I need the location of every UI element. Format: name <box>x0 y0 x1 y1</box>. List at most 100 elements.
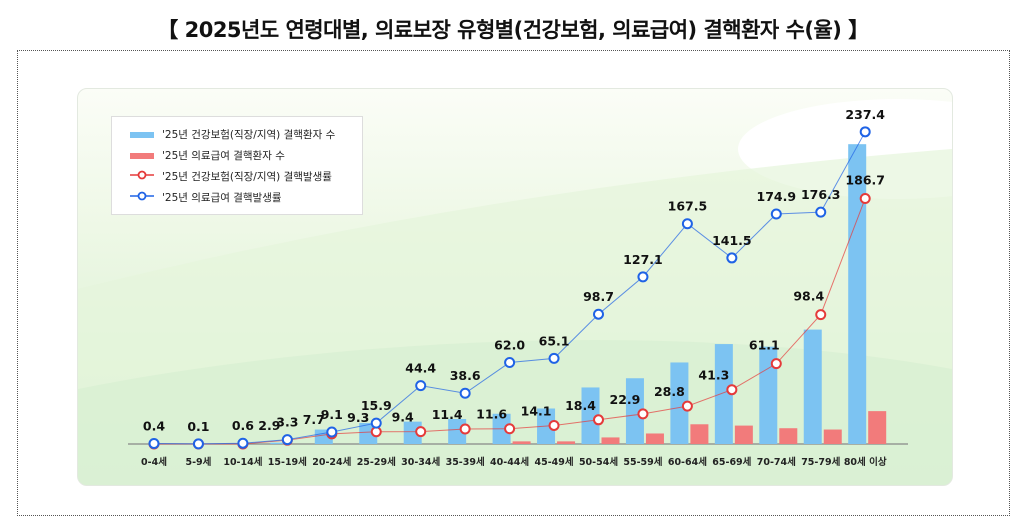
chart-frame <box>17 50 1010 516</box>
data-label: 41.3 <box>698 368 729 383</box>
bar-health-insurance <box>803 329 822 444</box>
data-label: 98.4 <box>793 289 824 304</box>
data-label: 11.6 <box>476 407 507 422</box>
data-label: 14.1 <box>521 403 552 418</box>
legend-item: '25년 의료급여 결핵발생률 <box>130 190 282 205</box>
data-point <box>459 423 471 435</box>
x-tick-label: 15-19세 <box>268 456 307 468</box>
data-point <box>815 206 827 218</box>
bar-medical-aid <box>645 433 664 444</box>
data-label: 18.4 <box>565 398 596 413</box>
legend: '25년 건강보험(직장/지역) 결핵환자 수 '25년 의료급여 결핵환자 수 '… <box>111 116 363 215</box>
data-label: 176.3 <box>801 187 841 202</box>
bar-health-insurance <box>670 362 689 444</box>
data-label: 28.8 <box>654 384 685 399</box>
data-point <box>726 252 738 264</box>
data-point <box>681 400 693 412</box>
chart: 0-4세 5-9세 10-14세 15-19세 20-24세 25-29세 30-34세 35… <box>78 99 952 485</box>
x-tick-label: 65-69세 <box>712 456 751 468</box>
data-point <box>370 426 382 438</box>
data-point <box>148 437 160 449</box>
page-title: 【 2025년도 연령대별, 의료보장 유형별(건강보험, 의료급여) 결핵환자… <box>157 18 869 42</box>
data-point <box>681 218 693 230</box>
legend-bar-swatch <box>130 131 154 138</box>
x-tick-label: 20-24세 <box>312 456 351 468</box>
x-tick-label: 35-39세 <box>446 456 485 468</box>
x-tick-label: 5-9세 <box>185 456 211 468</box>
bar-health-insurance <box>270 442 289 444</box>
x-tick-label: 55-59세 <box>623 456 662 468</box>
data-label: 2.9 <box>258 418 280 433</box>
data-label: 167.5 <box>668 199 708 214</box>
data-label: 9.3 <box>347 410 369 425</box>
data-label: 38.6 <box>450 368 481 383</box>
bar-medical-aid <box>690 424 709 444</box>
bar-medical-aid <box>868 411 887 444</box>
data-point <box>237 437 249 449</box>
hill-decoration <box>78 340 952 485</box>
x-tick-label: 25-29세 <box>357 456 396 468</box>
legend-label: '25년 의료급여 결핵발생률 <box>162 192 282 204</box>
legend-label: '25년 의료급여 결핵환자 수 <box>162 150 285 162</box>
data-label: 62.0 <box>494 337 525 352</box>
data-point <box>548 419 560 431</box>
x-tick-label: 60-64세 <box>668 456 707 468</box>
data-label: 98.7 <box>583 289 614 304</box>
legend-item: '25년 건강보험(직장/지역) 결핵환자 수 <box>130 127 335 142</box>
x-tick-label: 50-54세 <box>579 456 618 468</box>
x-tick-label: 70-74세 <box>757 456 796 468</box>
data-point <box>859 192 871 204</box>
data-label: 11.4 <box>432 407 463 422</box>
bar-health-insurance <box>714 344 733 444</box>
x-tick-label: 45-49세 <box>534 456 573 468</box>
bar-medical-aid <box>557 441 576 444</box>
data-point <box>415 380 427 392</box>
data-label: 7.7 <box>303 412 325 427</box>
x-tick-label: 0-4세 <box>141 456 167 468</box>
data-label: 237.4 <box>845 107 885 122</box>
data-point <box>326 426 338 438</box>
bar-medical-aid <box>512 441 531 444</box>
data-point <box>370 417 382 429</box>
data-label: 15.9 <box>361 398 392 413</box>
legend-item: '25년 의료급여 결핵환자 수 <box>130 148 285 163</box>
data-point <box>504 356 516 368</box>
data-point <box>726 384 738 396</box>
data-label: 0.4 <box>143 418 165 433</box>
x-tick-label: 75-79세 <box>801 456 840 468</box>
data-label: 61.1 <box>749 338 780 353</box>
x-tick-label: 10-14세 <box>223 456 262 468</box>
data-point <box>593 308 604 320</box>
x-tick-label: 80세 이상 <box>844 456 887 468</box>
data-point <box>415 426 427 438</box>
data-label: 65.1 <box>539 333 570 348</box>
bar-health-insurance <box>403 421 422 444</box>
data-point <box>859 126 871 138</box>
legend-line-swatch <box>130 191 154 204</box>
data-point <box>770 208 782 220</box>
data-label: 174.9 <box>757 189 797 204</box>
data-label: 0.6 <box>232 418 254 433</box>
data-label: 141.5 <box>712 233 752 248</box>
x-tick-label: 30-34세 <box>401 456 440 468</box>
data-label: 0.1 <box>187 419 209 434</box>
data-label: 186.7 <box>845 172 885 187</box>
data-point <box>593 414 604 426</box>
data-label: 127.1 <box>623 252 663 267</box>
data-point <box>548 352 560 364</box>
data-point <box>770 358 782 370</box>
data-label: 22.9 <box>610 392 641 407</box>
data-point <box>637 408 649 420</box>
legend-label: '25년 건강보험(직장/지역) 결핵발생률 <box>162 171 332 183</box>
bar-health-insurance <box>581 387 600 444</box>
data-point <box>637 271 649 283</box>
bar-medical-aid <box>601 437 620 444</box>
data-label: 44.4 <box>405 361 436 376</box>
x-tick-label: 40-44세 <box>490 456 529 468</box>
data-point <box>281 434 293 446</box>
bar-medical-aid <box>823 429 842 444</box>
legend-item: '25년 건강보험(직장/지역) 결핵발생률 <box>130 169 332 184</box>
bar-medical-aid <box>734 425 753 444</box>
data-point <box>192 438 204 450</box>
data-point <box>504 423 516 435</box>
